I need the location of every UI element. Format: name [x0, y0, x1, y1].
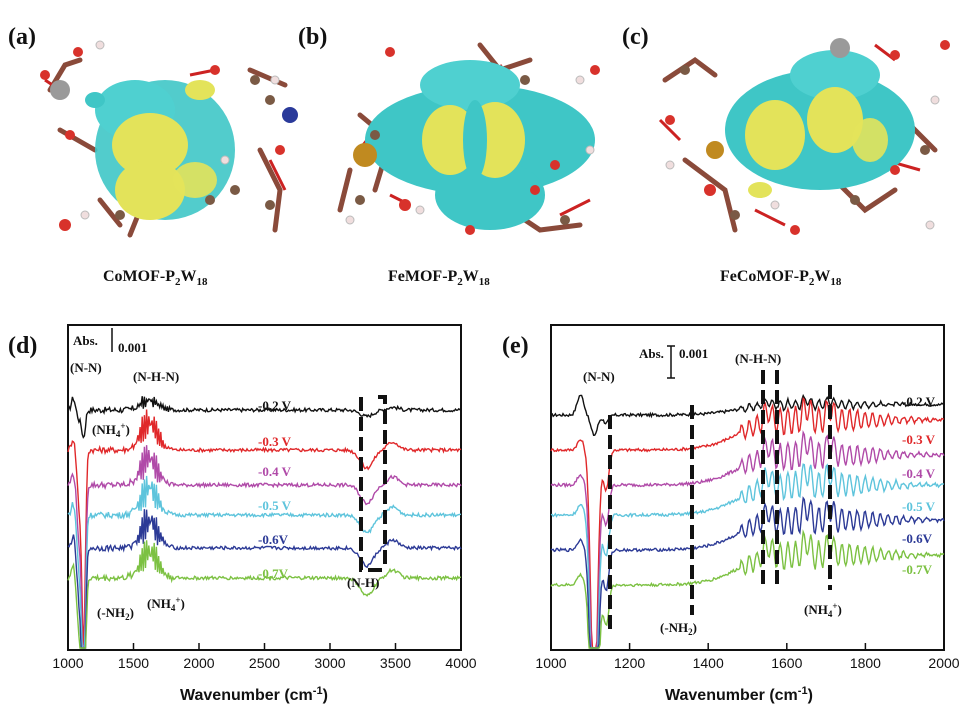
- panel-b-title: FeMOF-P2W18: [388, 268, 490, 288]
- chart-d-ann-nh4-bottom: (NH4+): [147, 595, 185, 613]
- panel-b-label: (b): [298, 24, 327, 50]
- chart-d-label-0.6: -0.6V: [258, 532, 289, 547]
- chart-e-scale-value: 0.001: [679, 346, 708, 361]
- panel-c-title: FeCoMOF-P2W18: [720, 268, 842, 288]
- chart-d-series: [67, 396, 462, 649]
- xtick-label: 4000: [445, 655, 476, 671]
- panel-a-title: CoMOF-P2W18: [103, 268, 208, 288]
- chart-d-label-0.2: -0.2 V: [258, 398, 292, 413]
- series-line-5: [550, 496, 945, 649]
- chart-d-frame: [67, 324, 462, 651]
- xtick-label: 1000: [52, 655, 83, 671]
- xtick-label: 2500: [249, 655, 280, 671]
- xtick-label: 1000: [535, 655, 566, 671]
- panel-c: (c) FeCoMOF-P2W18: [622, 24, 950, 288]
- series-line-6: [67, 540, 462, 649]
- series-line-6: [550, 529, 945, 649]
- chart-e-label-0.5: -0.5 V: [902, 499, 936, 514]
- chart-d-scale-label: Abs.: [73, 333, 98, 348]
- chart-e-dashed-markers: [608, 370, 832, 630]
- chart-d: (d) 1000 1500 2000 2500 3000 3500 4000 Abs. 0.…: [8, 324, 477, 704]
- series-line-3: [550, 429, 945, 649]
- chart-e-ann-nh2: (-NH2): [660, 620, 697, 637]
- chart-d-bracket-left: [359, 397, 382, 572]
- chart-d-ann-nh2: (-NH2): [97, 605, 134, 622]
- chart-e-xlabel: Wavenumber (cm-1): [665, 685, 813, 704]
- chart-d-xlabel: Wavenumber (cm-1): [180, 685, 328, 704]
- chart-e-label-0.6: -0.6V: [902, 531, 933, 546]
- series-line-4: [550, 463, 945, 649]
- chart-e-frame: [550, 324, 945, 651]
- chart-d-xticks: 1000 1500 2000 2500 3000 3500 4000: [52, 643, 477, 671]
- series-line-5: [67, 509, 462, 649]
- xtick-label: 3000: [314, 655, 345, 671]
- xtick-label: 1800: [850, 655, 881, 671]
- xtick-label: 2000: [928, 655, 959, 671]
- chart-d-ann-nh4-top: (NH4+): [92, 421, 130, 439]
- chart-e-ann-nhn: (N-H-N): [735, 351, 781, 366]
- chart-d-scale-value: 0.001: [118, 340, 147, 355]
- chart-d-label-0.4: -0.4 V: [258, 464, 292, 479]
- series-line-1: [550, 393, 945, 437]
- chart-e-label-0.3: -0.3 V: [902, 432, 936, 447]
- panel-e-label: (e): [502, 333, 529, 359]
- chart-e-series: [550, 393, 945, 649]
- chart-d-ann-nn: (N-N): [70, 360, 102, 375]
- series-line-3: [67, 445, 462, 649]
- series-line-2: [550, 396, 945, 649]
- chart-e-ann-nh4: (NH4+): [804, 601, 842, 619]
- chart-d-ann-nh: (N-H): [347, 575, 380, 590]
- chart-d-bracket-right: [378, 395, 387, 570]
- xtick-label: 1500: [118, 655, 149, 671]
- panel-a: (a): [8, 24, 298, 288]
- chart-e-xticks: 1000 1200 1400 1600 1800 2000: [535, 643, 960, 671]
- chart-d-ann-nhn: (N-H-N): [133, 369, 179, 384]
- chart-e-label-0.4: -0.4 V: [902, 466, 936, 481]
- xtick-label: 1200: [614, 655, 645, 671]
- panel-b-structure: [330, 40, 610, 235]
- series-line-4: [67, 475, 462, 649]
- chart-e-ann-nn: (N-N): [583, 369, 615, 384]
- chart-e-label-0.7: -0.7V: [902, 562, 933, 577]
- chart-d-label-0.3: -0.3 V: [258, 434, 292, 449]
- panel-d-label: (d): [8, 333, 37, 359]
- panel-a-structure: [40, 40, 298, 238]
- chart-e: (e) 1000 1200 1400 1600 1800 2000 Abs. 0.001 …: [502, 324, 960, 704]
- panel-a-label: (a): [8, 24, 36, 50]
- xtick-label: 1600: [771, 655, 802, 671]
- xtick-label: 3500: [380, 655, 411, 671]
- series-line-2: [67, 409, 462, 646]
- panel-c-structure: [655, 38, 950, 235]
- chart-e-scale-label: Abs.: [639, 346, 664, 361]
- chart-e-label-0.2: -0.2 V: [902, 394, 936, 409]
- panel-b: (b) FeMOF-P2W18: [298, 24, 610, 288]
- chart-d-label-0.7: -0.7V: [258, 566, 289, 581]
- xtick-label: 2000: [183, 655, 214, 671]
- series-line-1: [67, 396, 462, 439]
- panel-c-label: (c): [622, 24, 649, 50]
- chart-d-label-0.5: -0.5 V: [258, 498, 292, 513]
- xtick-label: 1400: [693, 655, 724, 671]
